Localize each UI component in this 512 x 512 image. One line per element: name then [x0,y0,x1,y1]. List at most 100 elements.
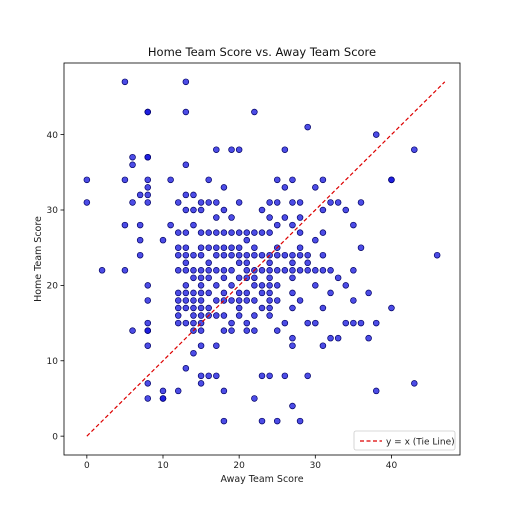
data-point [190,191,197,199]
data-point [235,259,243,267]
data-point [197,229,205,236]
data-point [220,251,228,259]
data-point [235,304,243,312]
data-point [182,297,190,304]
data-point [98,267,106,274]
data-point [312,184,319,191]
data-point [304,123,311,131]
data-point [213,372,220,380]
data-point [273,221,281,229]
data-point [144,108,152,116]
data-point [182,251,190,259]
data-point [243,319,251,327]
data-point [327,334,334,342]
data-point [258,267,266,274]
data-point [411,146,418,153]
data-point [205,244,212,251]
data-point [220,327,228,334]
data-point [182,365,190,372]
legend: y = x (Tie Line) [353,430,456,451]
data-point [213,297,220,304]
data-point [197,342,205,349]
data-point [174,289,182,297]
data-point [197,289,205,297]
data-point [296,297,304,304]
data-point [296,417,304,425]
y-tick-label: 30 [47,206,59,216]
x-axis-label: Away Team Score [220,474,303,485]
y-tick-label: 20 [47,282,59,292]
data-point [357,244,365,251]
data-point [197,206,205,214]
data-point [258,206,266,214]
data-point [144,282,152,289]
data-point [197,297,205,304]
data-point [121,221,129,229]
data-point [281,267,289,274]
data-point [144,327,152,334]
data-point [190,297,197,304]
data-point [136,191,144,199]
data-point [182,206,190,214]
data-point [174,319,182,327]
data-point [197,327,205,334]
data-point [289,267,296,274]
data-point [228,229,235,236]
data-point [266,282,273,289]
data-point [365,289,372,297]
data-point [235,251,243,259]
data-point [243,327,251,334]
x-tick-label: 40 [386,461,398,471]
data-point [136,236,144,244]
data-point [174,229,182,236]
scatter-points [83,78,441,425]
data-point [273,199,281,206]
data-point [289,334,296,342]
data-point [144,395,152,402]
data-point [220,417,228,425]
data-point [289,221,296,229]
data-point [197,274,205,282]
data-point [319,251,327,259]
data-point [251,108,258,116]
data-point [357,199,365,206]
data-point [251,297,258,304]
data-point [205,259,212,267]
data-point [327,289,334,297]
data-point [197,267,205,274]
data-point [182,244,190,251]
data-point [251,327,258,334]
data-point [197,251,205,259]
data-point [350,297,357,304]
data-point [289,199,296,206]
data-point [182,319,190,327]
data-point [174,244,182,251]
data-point [167,221,174,229]
data-point [190,349,197,357]
data-point [205,176,212,184]
data-point [228,267,235,274]
data-point [342,206,350,214]
data-point [182,259,190,267]
data-point [243,251,251,259]
data-point [235,289,243,297]
data-point [251,229,258,236]
data-point [243,236,251,244]
data-point [182,304,190,312]
data-point [243,267,251,274]
data-point [174,312,182,319]
data-point [266,267,273,274]
data-point [334,199,342,206]
data-point [266,297,273,304]
data-point [289,289,296,297]
data-point [281,319,289,327]
data-point [197,380,205,387]
data-point [197,282,205,289]
data-point [228,214,235,221]
data-point [220,184,228,191]
data-point [197,372,205,380]
data-point [304,319,311,327]
data-point [220,206,228,214]
data-point [327,267,334,274]
data-point [258,282,266,289]
